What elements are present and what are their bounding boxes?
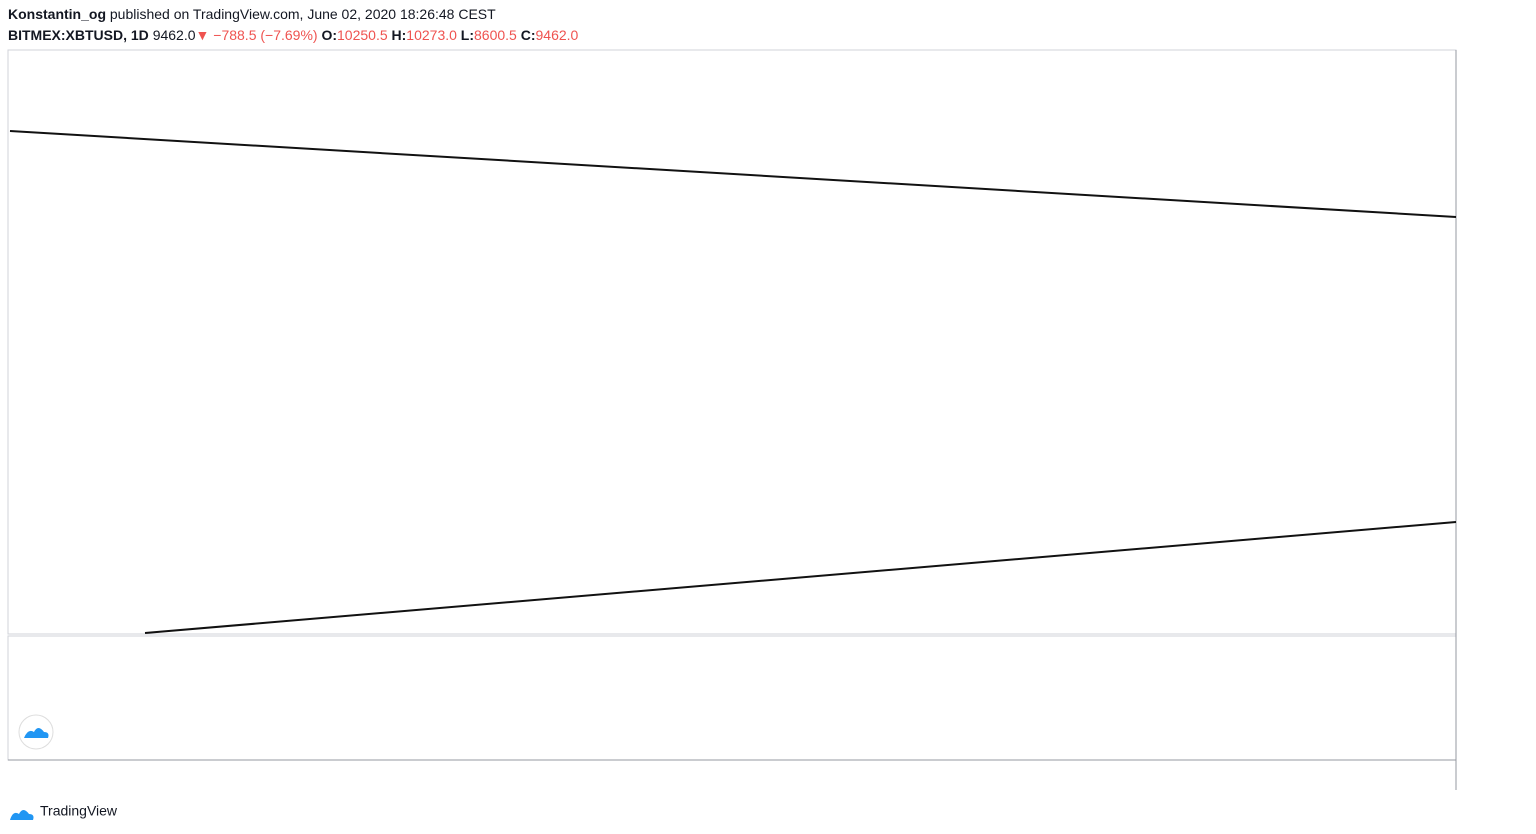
change: −788.5 (−7.69%) [213,27,318,43]
l-key: L: [460,27,475,43]
logo-mark [18,714,54,750]
footer-logo [10,810,34,820]
quote-line: BITMEX:XBTUSD, 1D 9462.0▼ −788.5 (−7.69%… [8,25,578,46]
high: 10273.0 [406,27,457,43]
published: published on TradingView.com, June 02, 2… [109,6,496,22]
low: 8600.5 [474,27,517,43]
c-key: C: [520,27,536,43]
symbol: BITMEX:XBTUSD, 1D [8,27,149,43]
rsi-pane [7,635,1457,761]
trendline [144,521,1457,634]
publish-line: Konstantin_og published on TradingView.c… [8,4,578,25]
close: 9462.0 [535,27,579,43]
footer-brand: TradingView [40,803,118,819]
open: 10250.5 [337,27,388,43]
o-key: O: [321,27,338,43]
trendline [9,130,1457,218]
arrow: ▼ [195,27,210,43]
h-key: H: [391,27,407,43]
author: Konstantin_og [8,6,106,22]
last: 9462.0 [152,27,196,43]
header: Konstantin_og published on TradingView.c… [8,4,578,46]
price-pane [7,49,1457,635]
